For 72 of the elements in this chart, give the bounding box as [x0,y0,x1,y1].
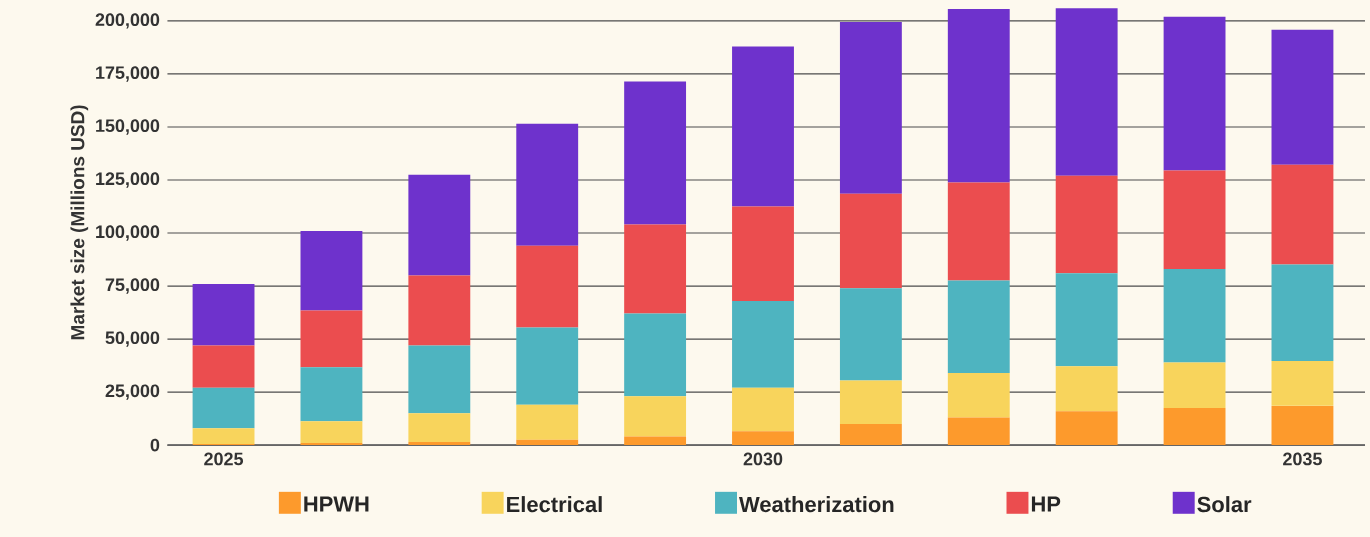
bar [1271,29,1334,165]
bar [300,421,363,444]
bar [1163,362,1226,409]
bar [624,313,687,397]
bar [947,182,1010,281]
y-tick-label: 0 [150,438,160,452]
bar [839,380,902,424]
x-tick-label: 2025 [204,452,244,466]
bar [732,46,794,207]
bar [732,431,794,446]
bar [624,224,687,314]
bar [192,387,255,429]
bar [947,280,1010,374]
legend-label: HPWH [304,496,369,512]
bar [732,300,794,388]
legend-label: Weatherization [739,496,894,513]
y-tick-label: 50,000 [105,331,160,347]
y-axis-title: Market size (Millions USD) [70,105,89,340]
bar [192,428,255,445]
bar [1055,8,1118,176]
bar [300,443,363,446]
bar [1055,175,1118,274]
y-tick-label: 25,000 [105,384,160,400]
bar [1163,170,1226,270]
bar [1055,366,1118,412]
bar [947,417,1010,446]
bar [516,439,579,446]
bar [1271,264,1334,362]
bar [408,174,471,276]
bar [516,327,579,405]
bar [192,283,255,346]
bar [408,345,471,414]
bar [1271,405,1334,446]
y-tick-label: 200,000 [95,13,160,29]
bar [300,310,363,368]
y-tick-label: 100,000 [96,225,160,241]
y-tick-label: 125,000 [96,172,160,188]
bar [732,387,794,432]
bar [408,441,471,446]
bar [1271,361,1334,406]
bar [839,288,902,381]
bar [839,423,902,446]
bar [1163,16,1226,171]
bar [1163,269,1226,363]
y-tick-label: 75,000 [105,278,160,294]
y-tick-label: 150,000 [96,119,160,135]
legend-label: HP [1031,496,1061,512]
bar [1271,164,1334,265]
bar [947,373,1010,418]
bar [516,404,579,440]
x-tick-label: 2030 [743,452,783,466]
bar [516,123,579,246]
x-tick-label: 2035 [1283,452,1322,466]
bar [839,193,902,289]
bar [192,345,255,388]
bar [1055,411,1118,446]
bar [947,9,1010,183]
bar [408,275,471,346]
bar [624,81,687,225]
bar [300,367,363,422]
bar [839,22,902,194]
bar [732,206,794,301]
legend-label: Electrical [507,496,602,513]
bar [1055,273,1118,367]
bar [1163,408,1226,446]
bar [516,245,579,328]
bar [624,436,687,446]
bar [408,413,471,442]
legend-label: Solar [1197,496,1252,513]
bar [624,396,687,437]
y-tick-label: 175,000 [96,66,160,82]
bar [300,230,363,311]
